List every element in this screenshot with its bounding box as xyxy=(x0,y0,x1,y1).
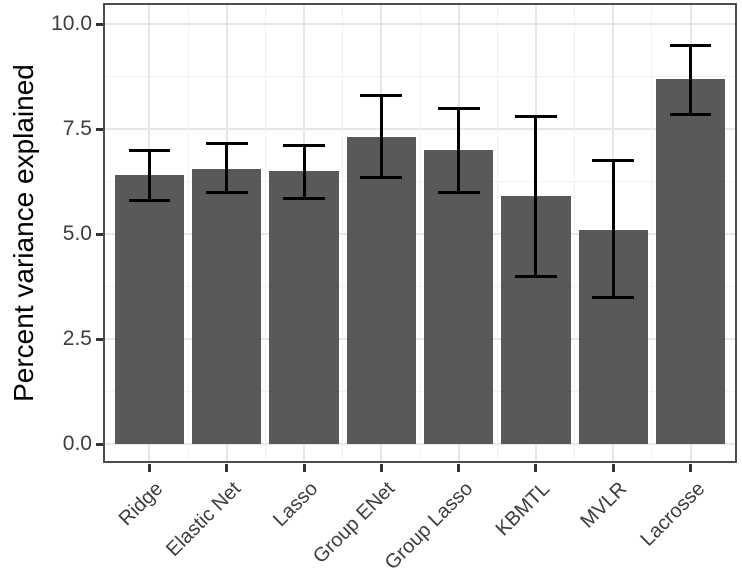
error-bar-line xyxy=(302,145,306,199)
y-tick-mark xyxy=(96,442,103,446)
gridline-v-minor xyxy=(342,5,344,461)
error-bar-line xyxy=(225,143,229,192)
error-bar-line xyxy=(147,150,151,201)
error-bar-cap-top xyxy=(360,93,403,97)
error-bar-cap-bottom xyxy=(283,196,325,200)
error-bar-line xyxy=(534,116,538,276)
bar xyxy=(114,175,185,444)
error-bar-line xyxy=(611,160,615,297)
error-bar-cap-bottom xyxy=(669,112,712,116)
x-tick-mark xyxy=(689,464,693,472)
error-bar-cap-top xyxy=(515,114,557,118)
x-tick-mark xyxy=(611,464,615,472)
y-tick-mark xyxy=(96,127,103,131)
gridline-v-minor xyxy=(651,5,653,461)
gridline-v-minor xyxy=(264,5,266,461)
error-bar-cap-top xyxy=(669,43,712,47)
y-tick-mark xyxy=(96,22,103,26)
error-bar-cap-bottom xyxy=(592,295,635,299)
gridline-v-minor xyxy=(574,5,576,461)
error-bar-line xyxy=(457,108,461,192)
x-tick-mark xyxy=(534,464,538,472)
error-bar-line xyxy=(689,45,693,115)
error-bar-cap-top xyxy=(592,159,635,162)
error-bar-cap-bottom xyxy=(515,274,557,278)
x-tick-mark xyxy=(225,464,229,472)
y-tick-label: 10.0 xyxy=(51,12,92,35)
gridline-v-minor xyxy=(419,5,421,461)
plot-panel xyxy=(103,3,737,463)
y-tick-label: 7.5 xyxy=(62,117,92,140)
bar xyxy=(191,168,262,444)
y-tick-label: 2.5 xyxy=(62,327,92,350)
gridline-v-minor xyxy=(187,5,189,461)
x-tick-label: Elastic Net xyxy=(161,477,245,561)
gridline-v-minor xyxy=(496,5,498,461)
y-tick-mark xyxy=(96,232,103,236)
error-bar-line xyxy=(379,95,383,178)
y-tick-label: 5.0 xyxy=(62,222,92,245)
x-tick-mark xyxy=(457,464,461,472)
error-bar-cap-top xyxy=(205,142,248,146)
y-tick-mark xyxy=(96,337,103,341)
bar xyxy=(346,137,417,444)
bar xyxy=(423,150,494,444)
error-bar-cap-top xyxy=(128,148,171,152)
x-tick-mark xyxy=(302,464,306,472)
bar xyxy=(655,78,726,444)
y-tick-label: 0.0 xyxy=(62,432,92,455)
plot-area xyxy=(105,5,735,461)
error-bar-cap-bottom xyxy=(360,175,403,179)
error-bar-cap-bottom xyxy=(128,198,171,202)
error-bar-cap-bottom xyxy=(205,190,248,194)
error-bar-cap-top xyxy=(437,106,480,110)
error-bar-cap-bottom xyxy=(437,190,480,194)
error-bar-cap-top xyxy=(283,144,325,148)
x-tick-mark xyxy=(147,464,151,472)
bar xyxy=(269,171,339,444)
x-tick-mark xyxy=(379,464,383,472)
